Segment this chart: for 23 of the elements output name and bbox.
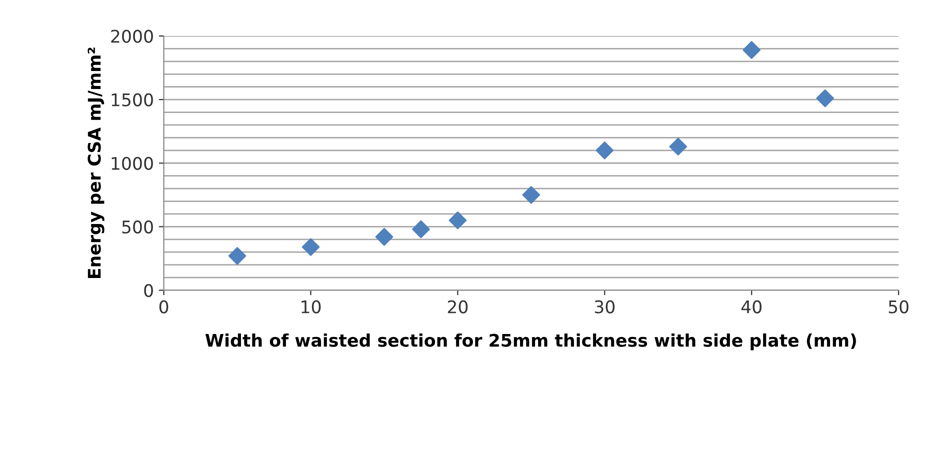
point <box>816 89 834 108</box>
y-tick-label: 1000 <box>112 156 153 170</box>
x-tick-label: 10 <box>302 300 321 314</box>
point <box>412 220 430 238</box>
x-axis-title: Width of waisted section for 25mm thickness with side plate (mm) <box>205 333 856 350</box>
point <box>375 228 394 246</box>
point <box>669 138 688 156</box>
x-tick-label: 40 <box>741 300 762 314</box>
y-axis-title: Energy per CSA mJ/mm² <box>88 48 104 278</box>
point <box>448 211 467 230</box>
y-tick-label: 0 <box>144 284 153 298</box>
x-tick-label: 20 <box>448 300 468 314</box>
x-tick-label: 30 <box>594 300 615 314</box>
y-tick-label: 1500 <box>112 93 153 106</box>
x-tick-label: 0 <box>159 300 168 314</box>
point <box>522 186 540 204</box>
x-tick-label: 50 <box>888 300 908 314</box>
point <box>302 238 320 256</box>
point <box>742 41 761 59</box>
point <box>228 247 246 265</box>
y-tick-label: 500 <box>122 220 153 234</box>
y-tick-label: 2000 <box>111 30 153 43</box>
point <box>596 142 614 160</box>
